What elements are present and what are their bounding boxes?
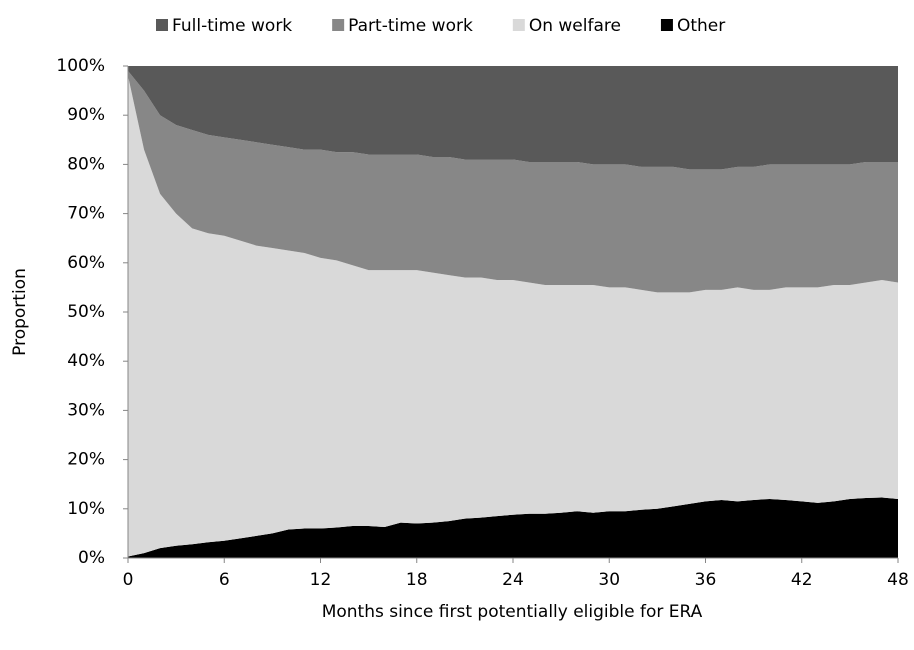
y-tick-label: 30% bbox=[67, 400, 105, 420]
legend-swatch bbox=[332, 19, 345, 31]
y-tick-label: 0% bbox=[78, 548, 105, 568]
y-tick-label: 70% bbox=[67, 204, 105, 224]
legend-label: Full-time work bbox=[172, 16, 292, 36]
y-tick-label: 10% bbox=[67, 499, 105, 519]
x-tick-label: 48 bbox=[887, 570, 909, 590]
legend-swatch bbox=[512, 19, 525, 31]
x-tick-label: 0 bbox=[123, 570, 134, 590]
y-tick-label: 100% bbox=[56, 56, 105, 76]
y-tick-label: 90% bbox=[67, 105, 105, 125]
x-tick-label: 36 bbox=[695, 570, 717, 590]
area bbox=[128, 66, 898, 170]
legend-label: On welfare bbox=[529, 16, 621, 36]
x-axis-title: Months since first potentially eligible … bbox=[322, 602, 703, 622]
area bbox=[128, 75, 898, 557]
x-tick-label: 18 bbox=[406, 570, 428, 590]
x-tick-label: 30 bbox=[598, 570, 620, 590]
x-tick-label: 12 bbox=[310, 570, 332, 590]
x-tick-label: 24 bbox=[502, 570, 524, 590]
y-tick-label: 60% bbox=[67, 253, 105, 273]
area bbox=[128, 70, 898, 293]
y-axis-title: Proportion bbox=[10, 268, 30, 356]
legend-label: Part-time work bbox=[348, 16, 473, 36]
y-tick-label: 40% bbox=[67, 351, 105, 371]
y-tick-label: 80% bbox=[67, 154, 105, 174]
y-tick-label: 50% bbox=[67, 302, 105, 322]
area bbox=[128, 497, 898, 558]
x-tick-label: 42 bbox=[791, 570, 813, 590]
legend-swatch bbox=[660, 19, 673, 31]
legend-label: Other bbox=[677, 16, 725, 36]
x-tick-label: 6 bbox=[219, 570, 230, 590]
y-tick-label: 20% bbox=[67, 450, 105, 470]
legend-swatch bbox=[156, 19, 168, 31]
